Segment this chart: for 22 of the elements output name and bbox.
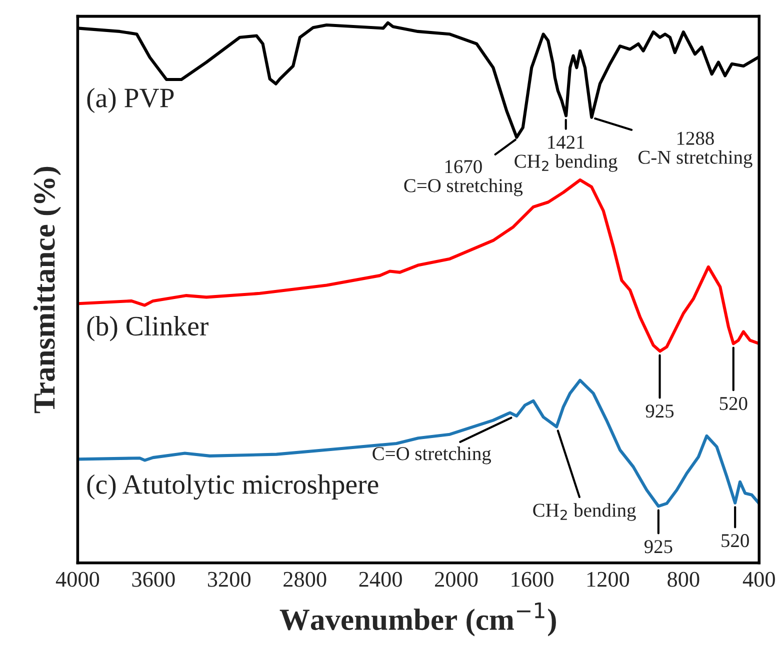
- x-tick-label: 800: [668, 572, 700, 587]
- series-label: (c) Atutolytic microshpere: [87, 474, 378, 500]
- annotation: 520: [720, 396, 748, 410]
- annotation: 1288 C-N stretching: [638, 132, 752, 168]
- x-tick-label: 4000: [56, 572, 100, 587]
- y-axis-title: Transmittance (%): [33, 166, 62, 414]
- annotation: 925: [644, 540, 672, 554]
- x-tick-label: 3600: [132, 572, 175, 587]
- annotation: 925: [646, 404, 674, 418]
- x-tick-label: 2000: [435, 572, 478, 587]
- series-label: (a) PVP: [87, 88, 174, 114]
- x-tick-label: 2400: [359, 572, 402, 587]
- x-tick-label: 400: [742, 572, 775, 587]
- annotation: C=O stretching: [372, 446, 492, 464]
- x-tick-label: 1200: [587, 572, 630, 587]
- annotation: CH$_{2}$ bending: [533, 503, 636, 521]
- annotation: 520: [722, 534, 749, 548]
- x-tick-label: 1600: [512, 572, 554, 587]
- x-axis-title: Wavenumber (cm$^{−1}$): [280, 602, 556, 636]
- series-label: (b) Clinker: [87, 316, 208, 342]
- x-tick-label: 2800: [284, 572, 326, 587]
- x-tick-label: 3200: [208, 572, 251, 587]
